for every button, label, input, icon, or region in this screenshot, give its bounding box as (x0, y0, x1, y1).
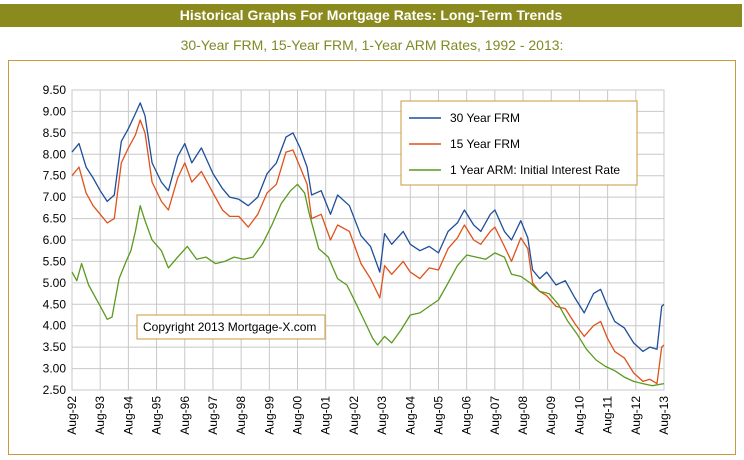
x-tick-label: Aug-13 (657, 396, 671, 435)
x-tick-label: Aug-07 (488, 396, 502, 435)
x-tick-label: Aug-95 (150, 396, 164, 435)
x-tick-label: Aug-11 (601, 396, 615, 434)
y-tick-label: 7.50 (43, 169, 67, 183)
copyright-box: Copyright 2013 Mortgage-X.com (136, 314, 326, 340)
y-tick-label: 6.00 (43, 233, 67, 247)
y-tick-label: 8.50 (43, 126, 67, 140)
y-axis: 9.50 9.00 8.50 8.00 7.50 7.00 6.50 6.00 5.50 5.00… (43, 83, 67, 397)
series-line-30-year-frm (71, 102, 665, 353)
y-tick-label: 2.50 (43, 383, 67, 397)
y-tick-label: 3.50 (43, 340, 67, 354)
x-tick-label: Aug-99 (262, 396, 276, 435)
x-tick-label: Aug-98 (234, 396, 248, 435)
x-tick-label: Aug-10 (572, 396, 586, 435)
x-tick-label: Aug-03 (375, 396, 389, 435)
x-tick-label: Aug-02 (347, 396, 361, 435)
legend-label-15-year: 15 Year FRM (450, 137, 520, 151)
y-tick-label: 9.50 (43, 83, 67, 97)
x-tick-label: Aug-94 (121, 396, 135, 435)
y-tick-label: 7.00 (43, 190, 67, 204)
series-line-15-year-frm (71, 119, 665, 385)
x-tick-label: Aug-01 (319, 396, 333, 435)
series-line-1-year-arm (71, 183, 665, 387)
x-axis: Aug-92 Aug-93 Aug-94 Aug-95 Aug-96 Aug-97 Aug-… (65, 396, 671, 435)
copyright-frame (136, 314, 326, 340)
y-tick-label: 4.00 (43, 319, 67, 333)
x-tick-label: Aug-00 (291, 396, 305, 435)
chart-subtitle: 30-Year FRM, 15-Year FRM, 1-Year ARM Rat… (180, 37, 564, 53)
legend-box (400, 100, 638, 186)
x-tick-label: Aug-96 (178, 396, 192, 435)
x-tick-label: Aug-04 (403, 396, 417, 435)
x-tick-label: Aug-12 (629, 396, 643, 435)
x-tick-label: Aug-06 (460, 396, 474, 435)
chart-frame (8, 60, 736, 455)
x-tick-label: Aug-09 (544, 396, 558, 435)
x-tick-label: Aug-05 (431, 396, 445, 435)
y-tick-label: 4.50 (43, 297, 67, 311)
y-tick-label: 5.50 (43, 254, 67, 268)
copyright-text: Copyright 2013 Mortgage-X.com (143, 320, 316, 334)
y-tick-label: 3.00 (43, 362, 67, 376)
y-tick-label: 6.50 (43, 212, 67, 226)
y-tick-label: 5.00 (43, 276, 67, 290)
x-tick-label: Aug-93 (93, 396, 107, 435)
legend-label-arm: 1 Year ARM: Initial Interest Rate (450, 163, 620, 177)
x-tick-label: Aug-92 (65, 396, 79, 435)
banner-title: Historical Graphs For Mortgage Rates: Lo… (0, 4, 742, 27)
y-tick-label: 9.00 (43, 104, 67, 118)
x-tick-label: Aug-97 (206, 396, 220, 435)
y-tick-label: 8.00 (43, 147, 67, 161)
legend-label-30-year: 30 Year FRM (450, 111, 520, 125)
x-tick-label: Aug-08 (516, 396, 530, 435)
legend: 30 Year FRM 15 Year FRM 1 Year ARM: Init… (400, 100, 638, 186)
series-lines (71, 102, 665, 387)
